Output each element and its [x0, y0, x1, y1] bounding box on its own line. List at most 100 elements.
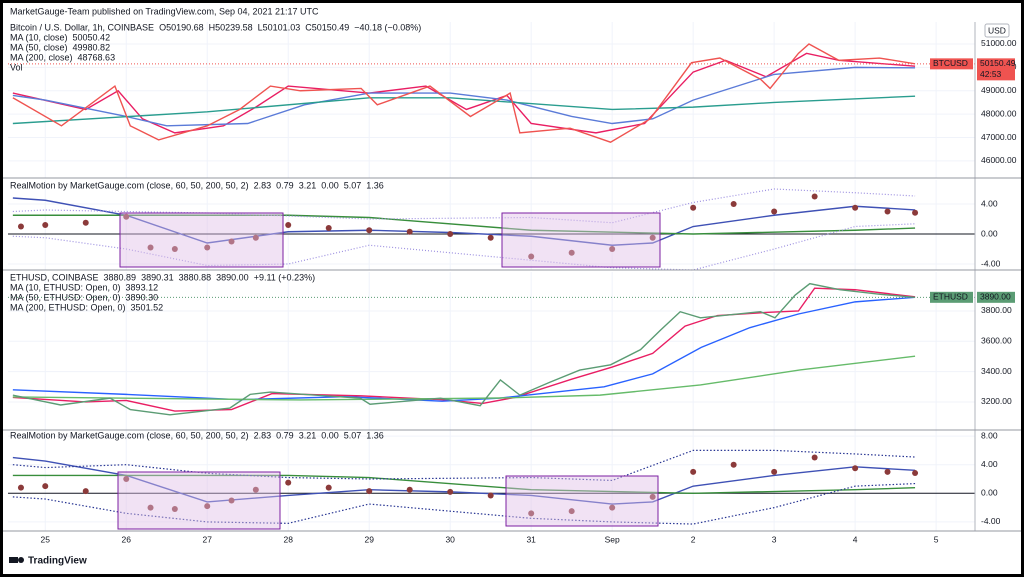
dot — [325, 484, 332, 491]
legend-text: 3880.89 — [104, 272, 137, 282]
dot — [649, 493, 656, 500]
dot — [406, 228, 413, 235]
legend-text: MA (50, ETHUSD: Open, 0) — [10, 292, 121, 302]
boxes — [117, 212, 661, 530]
y-tick-label: 47000.00 — [981, 132, 1017, 142]
legend-text: 48768.63 — [78, 52, 116, 62]
dot — [528, 253, 535, 260]
dot — [406, 486, 413, 493]
header: MarketGauge-Team published on TradingVie… — [10, 6, 319, 16]
dot — [325, 225, 332, 231]
dot — [487, 492, 494, 499]
legend-text: +9.11 (+0.23%) — [254, 272, 315, 282]
legend-text: 3890.00 — [216, 272, 249, 282]
legend-text: 3890.30 — [126, 292, 159, 302]
series-line — [12, 214, 916, 235]
dot — [252, 234, 259, 241]
legend-text: 3.21 — [299, 430, 317, 440]
legend-text: 2.83 — [254, 180, 272, 190]
legend-text: RealMotion by MarketGauge.com (close, 60… — [10, 430, 249, 440]
dot — [147, 504, 154, 511]
countdown: 42:53 — [980, 69, 1002, 79]
dot — [123, 475, 130, 482]
dot — [730, 461, 737, 468]
dot — [811, 454, 818, 461]
pane — [8, 430, 975, 531]
legend-text: 3501.52 — [131, 302, 164, 312]
dot — [252, 486, 259, 493]
dot — [884, 468, 891, 475]
dot — [123, 213, 130, 220]
legend-text: Vol — [10, 62, 23, 72]
legend-text: 50050.42 — [73, 32, 111, 42]
legend-text: 3.21 — [299, 180, 317, 190]
dot — [852, 204, 859, 211]
legend-text: 5.07 — [344, 430, 362, 440]
legend-text: 3880.88 — [179, 272, 212, 282]
dot — [852, 465, 859, 472]
currency-box — [984, 23, 1010, 38]
legend-text: MA (10, close) — [10, 32, 68, 42]
legend-text: 1.36 — [366, 180, 384, 190]
y-tick-label: 49000.00 — [981, 85, 1017, 95]
series-line — [12, 355, 916, 401]
pane — [8, 22, 975, 178]
series-line — [12, 95, 916, 125]
dot — [285, 222, 292, 228]
legend-text: −40.18 (−0.08%) — [354, 22, 421, 32]
symbol-badge — [930, 291, 973, 303]
dot — [568, 508, 575, 515]
legend-text: MA (50, close) — [10, 42, 68, 52]
legend-text: MA (200, close) — [10, 52, 73, 62]
dot — [17, 223, 24, 230]
x-tick-label: 31 — [526, 534, 536, 544]
legend-text: 3893.12 — [126, 282, 159, 292]
series-line — [12, 449, 916, 482]
legend-text: MA (200, ETHUSD: Open, 0) — [10, 302, 126, 312]
legend-text: RealMotion by MarketGauge.com (close, 60… — [10, 180, 249, 190]
price-badge — [977, 58, 1015, 81]
y-tick-label: 8.00 — [981, 430, 998, 440]
x-tick-label: Sep — [605, 534, 620, 544]
legend-text: 1.36 — [366, 430, 384, 440]
dot — [82, 488, 89, 495]
y-tick-label: 3400.00 — [981, 366, 1012, 376]
dot — [609, 504, 616, 511]
dot — [42, 483, 49, 490]
dot — [285, 479, 292, 486]
series-line — [12, 52, 916, 134]
dot — [568, 249, 575, 256]
dot — [17, 484, 24, 491]
dot — [447, 488, 454, 495]
x-tick-label: 5 — [934, 534, 939, 544]
x-tick-label: 29 — [364, 534, 374, 544]
legend-text: 2.83 — [254, 430, 272, 440]
dot — [42, 222, 49, 228]
x-tick-label: 2 — [691, 534, 696, 544]
highlight-box — [501, 212, 661, 268]
dot — [690, 204, 697, 211]
dot — [771, 468, 778, 475]
dot — [204, 244, 211, 251]
currency: USD — [988, 25, 1006, 35]
dot — [447, 231, 454, 237]
dot — [228, 238, 235, 245]
series-line — [12, 474, 916, 495]
dot — [204, 503, 211, 510]
y-tick-label: 48000.00 — [981, 108, 1017, 118]
x-tick-label: 26 — [122, 534, 132, 544]
price-badge — [977, 291, 1015, 303]
x-tick-label: 25 — [41, 534, 51, 544]
logo — [9, 557, 24, 563]
legend-text: O50190.68 — [159, 22, 204, 32]
series-line — [12, 43, 916, 143]
y-tick-label: -4.00 — [981, 258, 1001, 268]
y-tick-label: 4.00 — [981, 198, 998, 208]
legend-text: 49980.82 — [73, 42, 111, 52]
y-tick-label: -4.00 — [981, 516, 1001, 526]
series-line — [12, 197, 916, 246]
legend-text: 3890.31 — [141, 272, 174, 282]
y-tick-label: 3800.00 — [981, 305, 1012, 315]
dot — [690, 468, 697, 475]
symbol-badge — [930, 58, 973, 70]
